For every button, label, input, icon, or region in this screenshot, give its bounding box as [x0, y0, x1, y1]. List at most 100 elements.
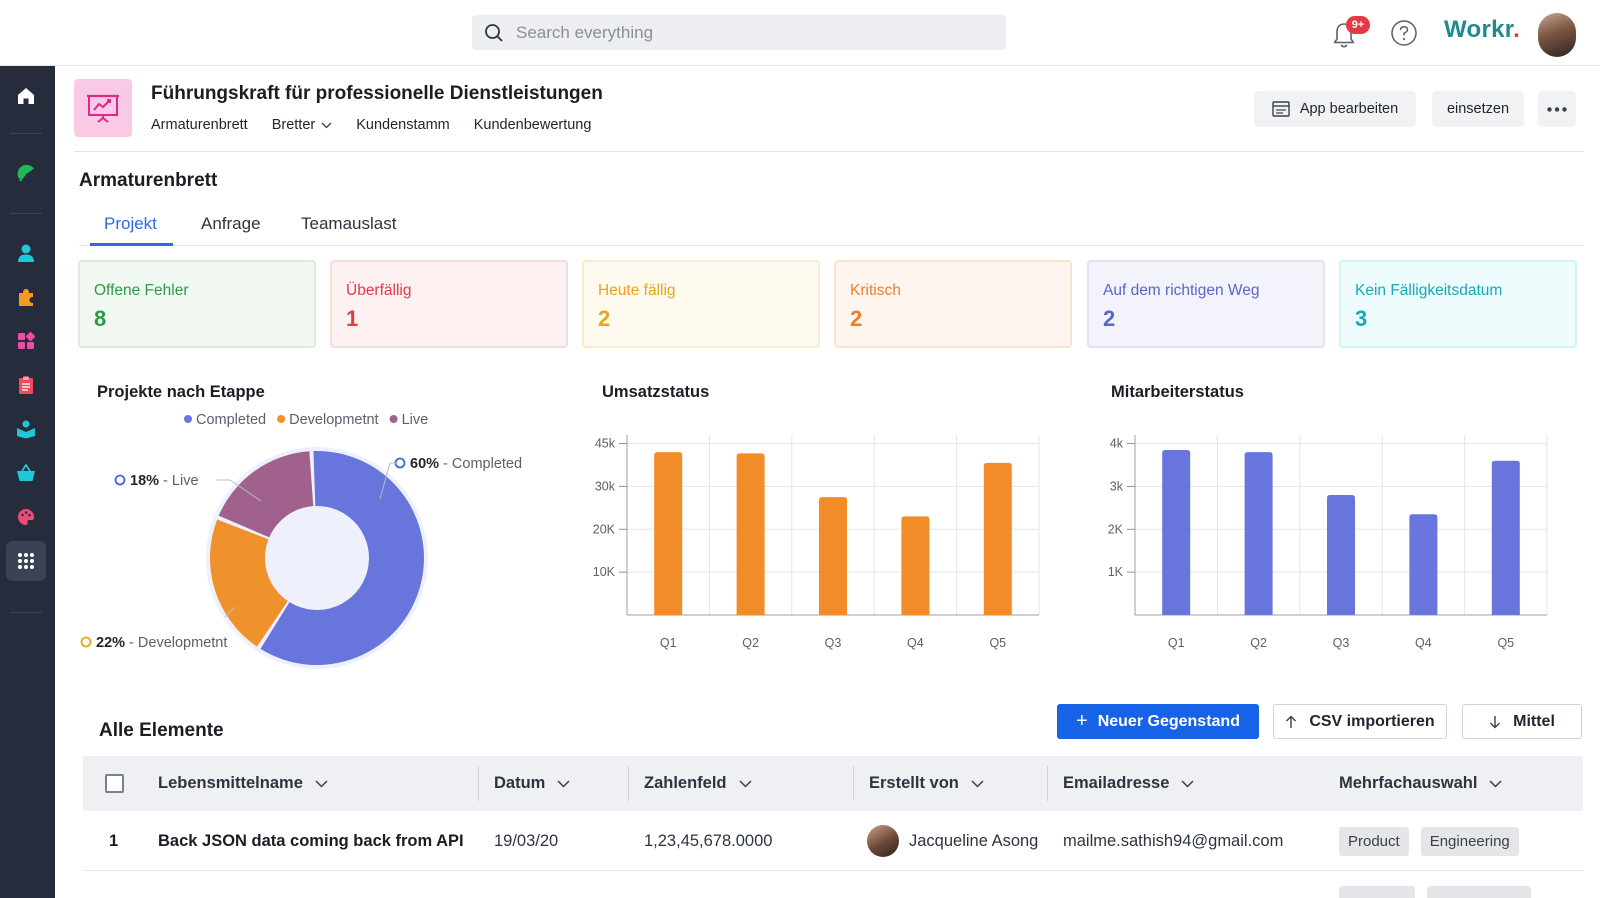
chevron-down-icon	[315, 779, 328, 788]
pie-data-label: 18% - Live	[130, 473, 199, 489]
arrow-down-icon	[1490, 715, 1501, 728]
pie-slice	[218, 451, 314, 538]
x-tick-label: Q1	[660, 636, 677, 650]
y-tick-label: 3k	[1110, 479, 1124, 493]
legend-marker	[184, 415, 192, 423]
bar	[1409, 514, 1438, 615]
column-header-multiselect[interactable]: Mehrfachauswahl	[1339, 756, 1502, 811]
app-edit-icon	[1272, 101, 1290, 117]
sidebar-item-learning[interactable]	[6, 409, 46, 449]
sidebar-item-tasks[interactable]	[6, 365, 46, 405]
palette-icon	[18, 509, 34, 525]
y-tick-label: 20K	[593, 522, 616, 536]
sidebar-item-shop[interactable]	[6, 453, 46, 493]
leader-line	[379, 462, 398, 500]
import-csv-button[interactable]: CSV importieren	[1273, 704, 1447, 739]
app-nav-dashboard[interactable]: Armaturenbrett	[151, 117, 248, 133]
column-header-created-by[interactable]: Erstellt von	[869, 756, 984, 811]
leader-line	[216, 479, 262, 502]
top-bar: 9+ Workr.	[0, 0, 1600, 66]
sidebar-item-home[interactable]	[6, 76, 46, 116]
deploy-button[interactable]: einsetzen	[1432, 91, 1524, 127]
tag: Engineering	[1420, 826, 1519, 856]
pie-category: - Completed	[439, 456, 522, 472]
column-header-email[interactable]: Emailadresse	[1063, 756, 1194, 811]
sidebar-item-apps[interactable]	[6, 541, 46, 581]
bar	[983, 462, 1012, 615]
column-separator	[853, 766, 854, 801]
leader-line	[224, 606, 236, 618]
column-header-label: Datum	[494, 774, 546, 792]
new-item-button[interactable]: + Neuer Gegenstand	[1057, 704, 1259, 739]
learning-icon	[17, 420, 35, 439]
presentation-icon	[87, 94, 119, 123]
sidebar-item-extensions[interactable]	[6, 277, 46, 317]
tag	[1427, 886, 1531, 898]
stat-card-no-due-date[interactable]: Kein Fälligkeitsdatum 3	[1339, 260, 1577, 348]
y-tick-label: 30k	[595, 479, 616, 493]
table-row[interactable]	[83, 872, 1583, 898]
table-row[interactable]: 1 Back JSON data coming back from API 19…	[83, 811, 1583, 871]
stat-card-overdue[interactable]: Überfällig 1	[330, 260, 568, 348]
more-options-button[interactable]	[1538, 91, 1576, 127]
y-tick-label: 4k	[1110, 437, 1124, 451]
tag: Product	[1339, 826, 1409, 856]
row-created-by-name: Jacqueline Asong	[909, 831, 1039, 850]
stat-card-open-bugs[interactable]: Offene Fehler 8	[78, 260, 316, 348]
app-nav-boards-label: Bretter	[271, 117, 316, 133]
edit-app-button[interactable]: App bearbeiten	[1254, 91, 1416, 127]
sidebar	[0, 66, 55, 898]
active-tab-indicator	[90, 243, 173, 246]
app-nav-boards[interactable]: Bretter	[272, 117, 333, 133]
deploy-label: einsetzen	[1446, 101, 1510, 117]
legend-label: Live	[402, 412, 429, 428]
pie-data-label: 60% - Completed	[410, 456, 522, 472]
y-tick-label: 10K	[593, 565, 616, 579]
export-button[interactable]: Mittel	[1462, 704, 1582, 739]
row-email: mailme.sathish94@gmail.com	[1063, 831, 1284, 850]
sidebar-item-umbrella[interactable]	[6, 153, 46, 193]
tab-request[interactable]: Anfrage	[201, 214, 261, 233]
legend-marker	[389, 415, 398, 423]
search-input[interactable]	[516, 22, 976, 43]
column-header-label: Erstellt von	[869, 774, 959, 792]
row-index: 1	[109, 831, 119, 850]
stat-card-label: Heute fällig	[598, 282, 676, 299]
column-header-name[interactable]: Lebensmittelname	[158, 756, 328, 811]
column-separator	[478, 766, 479, 801]
sidebar-divider	[10, 133, 42, 134]
stat-card-label: Kritisch	[850, 282, 901, 299]
tab-project[interactable]: Projekt	[104, 214, 157, 233]
user-avatar[interactable]	[1538, 13, 1576, 57]
clipboard-icon	[19, 376, 33, 394]
column-separator	[628, 766, 629, 801]
select-all-checkbox[interactable]	[105, 774, 124, 793]
stat-card-value: 2	[850, 306, 863, 331]
search-bar[interactable]	[472, 15, 1006, 50]
sidebar-item-widgets[interactable]	[6, 321, 46, 361]
row-name: Back JSON data coming back from API	[158, 831, 464, 850]
bar	[736, 453, 765, 615]
stat-card-on-track[interactable]: Auf dem richtigen Weg 2	[1087, 260, 1325, 348]
sidebar-item-themes[interactable]	[6, 497, 46, 537]
stat-card-due-today[interactable]: Heute fällig 2	[582, 260, 820, 348]
new-item-label: Neuer Gegenstand	[1097, 712, 1240, 730]
edit-app-label: App bearbeiten	[1299, 101, 1399, 117]
column-header-number[interactable]: Zahlenfeld	[644, 756, 752, 811]
help-icon[interactable]	[1390, 19, 1418, 47]
column-header-date[interactable]: Datum	[494, 756, 570, 811]
pie-value: 18%	[130, 473, 159, 489]
pie-category: - Developmetnt	[125, 635, 227, 651]
bar	[654, 452, 683, 615]
row-tags: Product Engineering	[1339, 811, 1531, 871]
sidebar-item-users[interactable]	[6, 233, 46, 273]
stat-card-critical[interactable]: Kritisch 2	[834, 260, 1072, 348]
apps-grid-icon	[18, 553, 34, 569]
table-header: Lebensmittelname Datum Zahlenfeld Erstel…	[83, 756, 1583, 811]
tab-team-load[interactable]: Teamauslast	[301, 214, 397, 233]
chart-title-revenue: Umsatzstatus	[602, 383, 710, 401]
pie-data-label: 22% - Developmetnt	[96, 635, 227, 651]
umbrella-icon	[17, 164, 34, 182]
app-nav-customers[interactable]: Kundenstamm	[356, 117, 450, 133]
app-nav-reviews[interactable]: Kundenbewertung	[473, 117, 592, 133]
